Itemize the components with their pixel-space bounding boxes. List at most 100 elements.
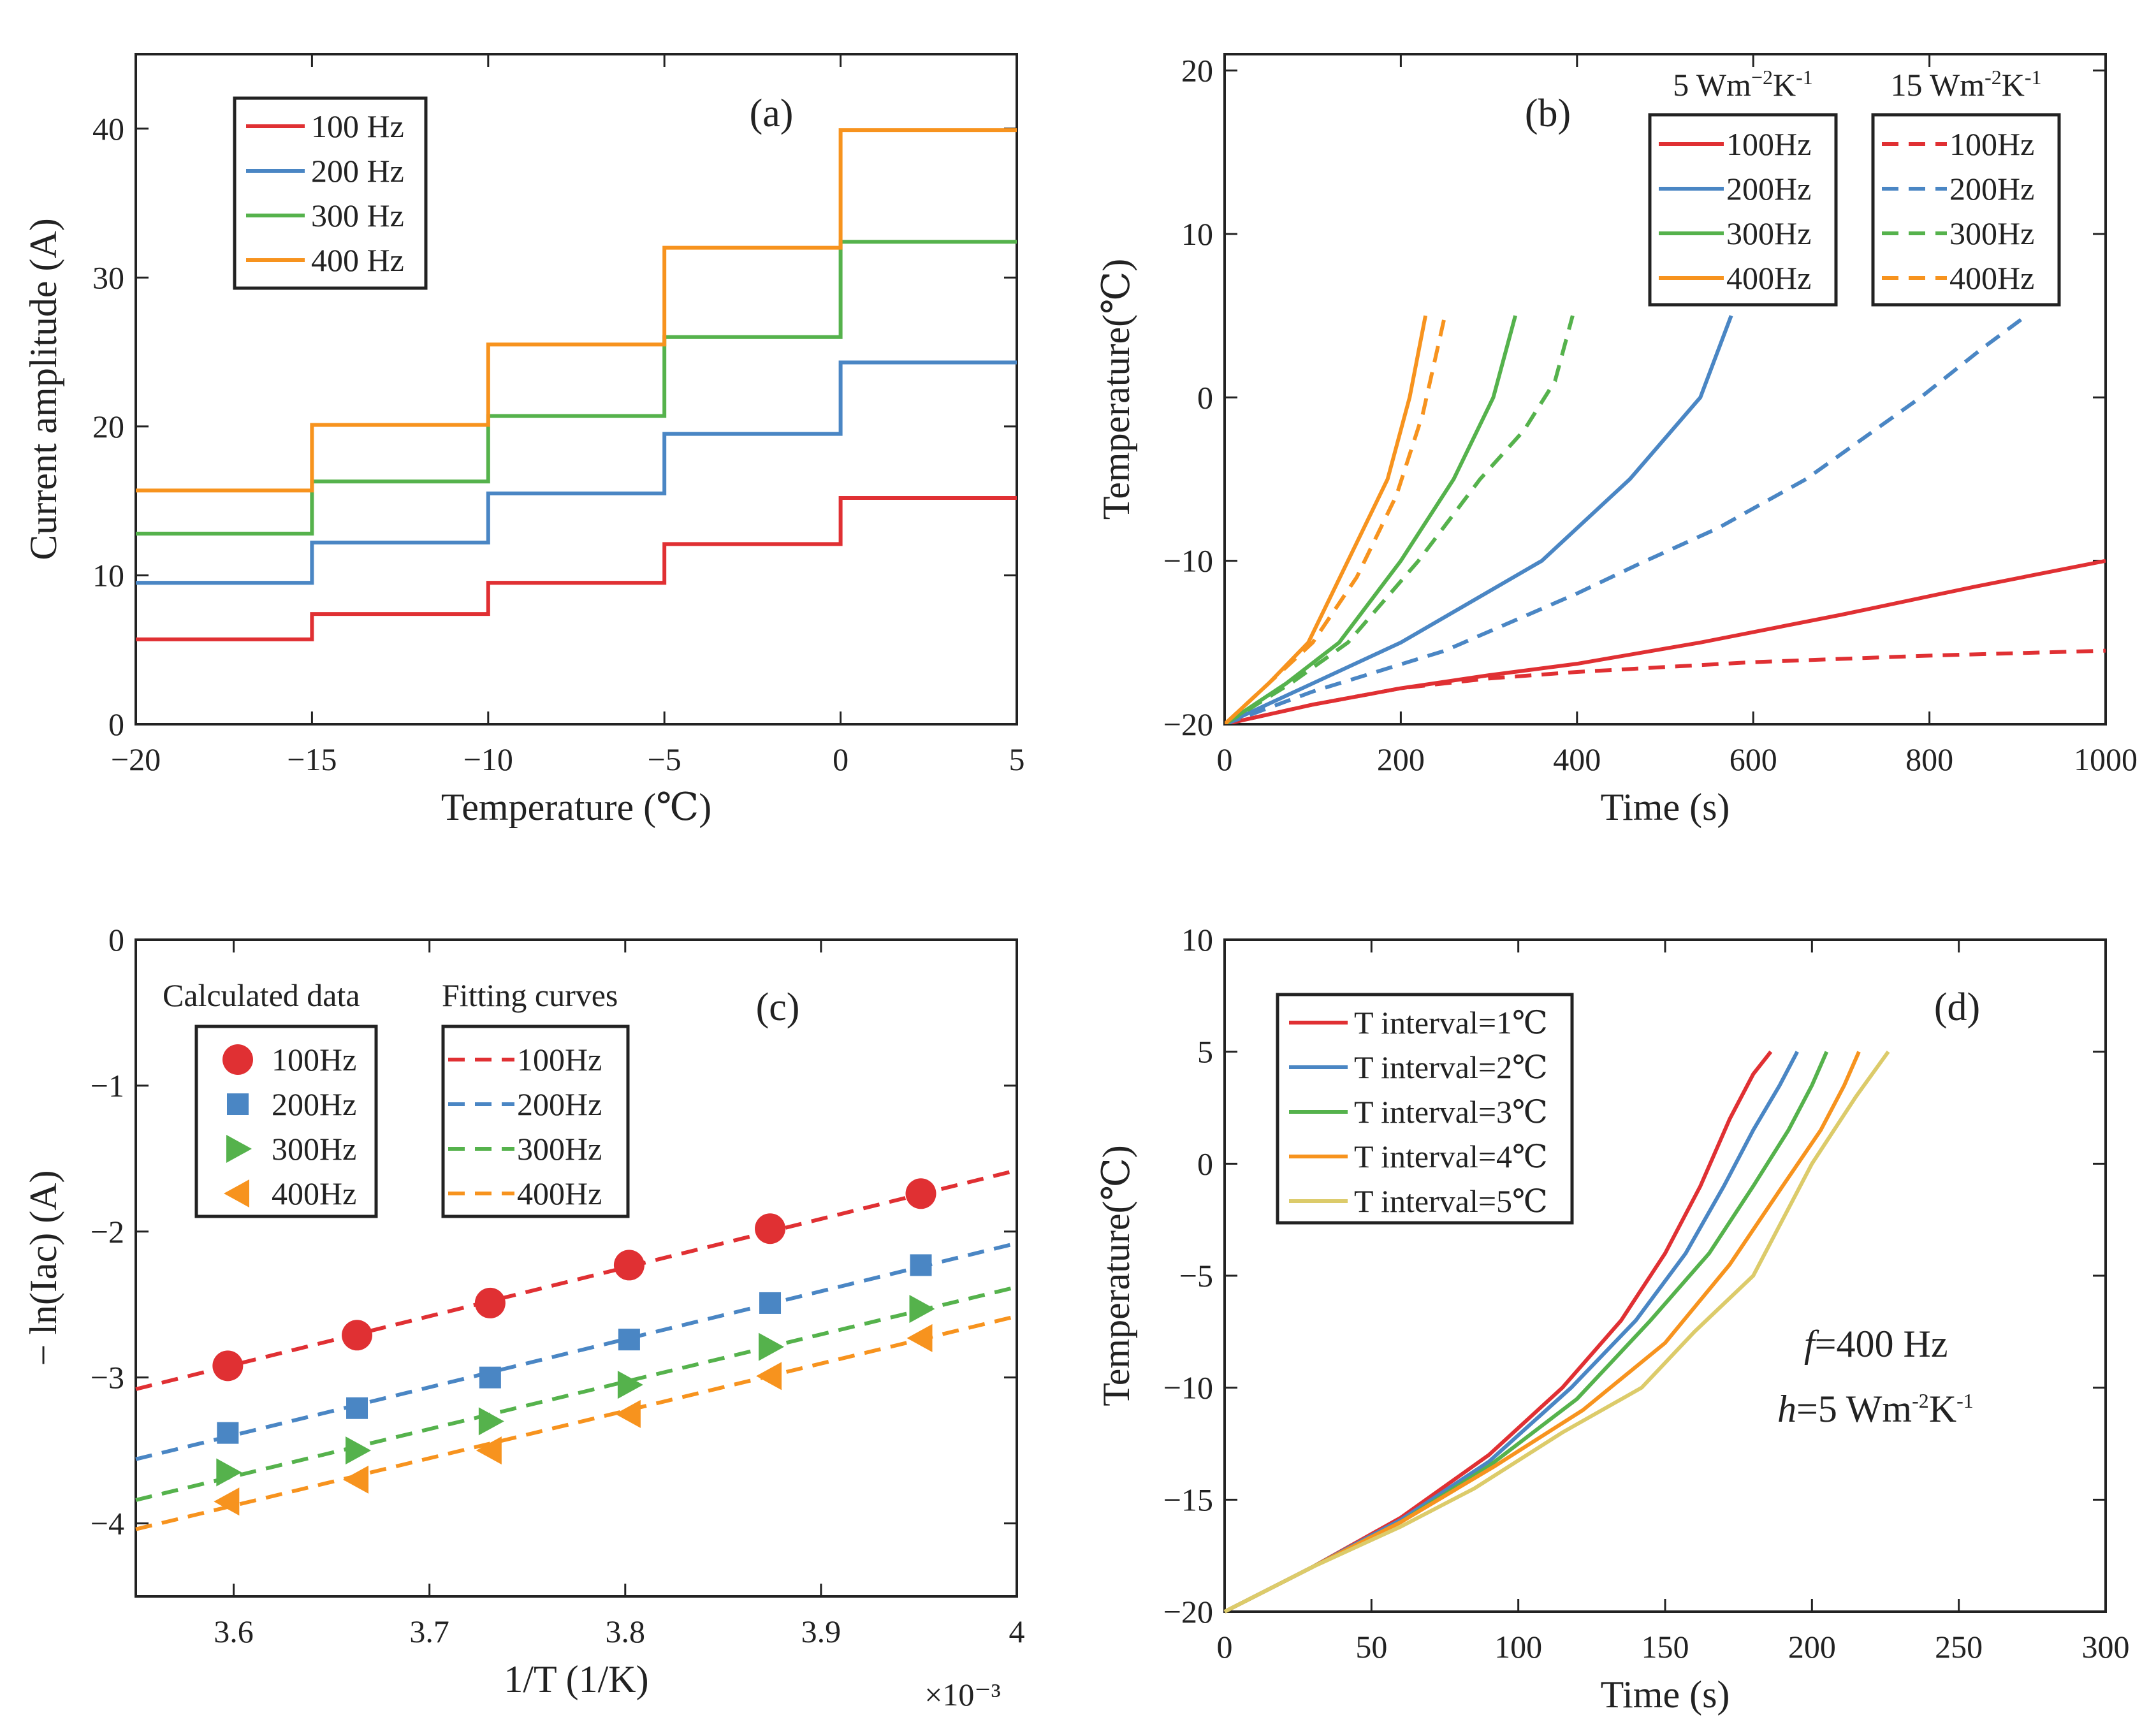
y-tick-label: −15 bbox=[1163, 1482, 1213, 1517]
y-tick-label: −20 bbox=[1163, 706, 1213, 742]
legend-label: 200Hz bbox=[272, 1086, 356, 1122]
data-point-400hz bbox=[214, 1487, 240, 1516]
y-tick-label: 20 bbox=[1181, 53, 1213, 89]
x-tick-label: 600 bbox=[1730, 741, 1777, 777]
data-point-300hz bbox=[759, 1332, 785, 1361]
x-axis-label: Time (s) bbox=[1601, 786, 1730, 828]
y-tick-label: 0 bbox=[1197, 1146, 1213, 1181]
annotation-frequency: f=400 Hz bbox=[1804, 1323, 1948, 1365]
legend-label: 400Hz bbox=[517, 1176, 602, 1211]
annotation-part: -2 bbox=[1912, 1389, 1929, 1412]
fit-line-300hz bbox=[135, 1285, 1017, 1502]
y-axis-label: − ln(Iac) (A) bbox=[22, 1170, 64, 1366]
legend-marker bbox=[226, 1135, 252, 1163]
y-tick-label: 20 bbox=[92, 409, 124, 444]
y-tick-label: −1 bbox=[91, 1068, 124, 1104]
y-tick-label: −10 bbox=[1163, 1370, 1213, 1406]
x-axis-label: Time (s) bbox=[1601, 1674, 1730, 1716]
legend-label: 200Hz bbox=[517, 1086, 602, 1122]
x-tick-label: −20 bbox=[111, 741, 161, 777]
legend-title-part: K bbox=[2002, 67, 2025, 103]
fit-line-200hz bbox=[135, 1241, 1017, 1461]
panel-label: (b) bbox=[1525, 92, 1571, 135]
y-axis-label: Current amplitude (A) bbox=[22, 218, 64, 560]
x-tick-label: 250 bbox=[1935, 1629, 1983, 1665]
series-line-400hz-solid bbox=[1225, 315, 1428, 724]
x-tick-label: 0 bbox=[1217, 1629, 1233, 1665]
y-tick-label: −4 bbox=[91, 1506, 124, 1542]
legend-title: 5 Wm−2K-1 bbox=[1673, 66, 1813, 103]
y-tick-label: −3 bbox=[91, 1360, 124, 1396]
y-tick-label: −10 bbox=[1163, 543, 1213, 579]
annotation-part: =5 Wm bbox=[1796, 1388, 1912, 1430]
series-line-interval-5 bbox=[1223, 1050, 1890, 1614]
legend-title: Calculated data bbox=[163, 977, 360, 1013]
x-tick-label: 3.8 bbox=[606, 1614, 646, 1649]
legend-label: 300Hz bbox=[1949, 215, 2034, 251]
legend-label: 200 Hz bbox=[311, 153, 404, 189]
y-tick-label: 5 bbox=[1197, 1034, 1213, 1070]
x-tick-label: 3.7 bbox=[409, 1614, 449, 1649]
legend-label: 100Hz bbox=[1949, 126, 2034, 162]
annotation-text: =400 Hz bbox=[1815, 1323, 1948, 1365]
data-point-400hz bbox=[615, 1399, 641, 1428]
legend-title-part: −2 bbox=[1751, 66, 1773, 89]
legend-box bbox=[1276, 993, 1574, 1225]
x-tick-label: 150 bbox=[1642, 1629, 1689, 1665]
panel-b: 0 200 400 600 800 1000 −20 −10 0 10 20 Time (s) Temp… bbox=[1095, 53, 2138, 828]
annotation-part: K bbox=[1929, 1388, 1956, 1430]
annotation-coefficient: h=5 Wm-2K-1 bbox=[1777, 1388, 1974, 1430]
y-tick-label: 0 bbox=[108, 706, 124, 742]
data-point-400hz bbox=[907, 1324, 933, 1352]
data-point-400hz bbox=[476, 1436, 502, 1465]
x-tick-label: 5 bbox=[1009, 741, 1025, 777]
x-axis-label: Temperature (℃) bbox=[441, 786, 711, 828]
annotation-part: -1 bbox=[1956, 1389, 1974, 1412]
legend-title-part: -1 bbox=[2025, 66, 2042, 89]
data-point-100hz bbox=[613, 1250, 645, 1281]
data-point-300hz bbox=[617, 1371, 643, 1399]
y-axis-label: Temperature(℃) bbox=[1095, 259, 1137, 520]
y-tick-label: 10 bbox=[1181, 922, 1213, 958]
legend-marker bbox=[224, 1179, 249, 1207]
data-point-300hz bbox=[346, 1436, 372, 1465]
legend-box bbox=[441, 1025, 630, 1218]
data-point-400hz bbox=[343, 1465, 369, 1494]
series-group bbox=[1225, 314, 2106, 724]
x-tick-label: 0 bbox=[1217, 741, 1233, 777]
data-point-300hz bbox=[216, 1458, 242, 1487]
legend-title-part: 5 Wm bbox=[1673, 67, 1751, 103]
legend-label: 100 Hz bbox=[311, 108, 404, 144]
y-tick-label: 10 bbox=[92, 557, 124, 593]
data-point-200hz bbox=[759, 1292, 782, 1314]
panel-c: 3.6 3.7 3.8 3.9 4 −4 −3 −2 −1 0 1/T (1/K) − ln(Iac)… bbox=[22, 922, 1025, 1712]
data-point-300hz bbox=[478, 1407, 504, 1436]
legend-label: 400Hz bbox=[1726, 260, 1811, 296]
series-line-300hz-solid bbox=[1225, 315, 1517, 724]
series-line-200hz bbox=[136, 360, 1017, 585]
y-tick-label: −2 bbox=[91, 1214, 124, 1250]
legend-label: 200Hz bbox=[1726, 171, 1811, 207]
x-axis-multiplier: ×10⁻³ bbox=[924, 1677, 1001, 1712]
legend-label: 200Hz bbox=[1949, 171, 2034, 207]
panel-label: (d) bbox=[1934, 986, 1980, 1029]
data-point-100hz bbox=[342, 1320, 373, 1351]
plot-frame bbox=[135, 938, 1018, 1598]
legend-label: 100Hz bbox=[272, 1042, 356, 1077]
legend-box bbox=[233, 96, 428, 290]
series-line-400hz bbox=[136, 128, 1017, 493]
legend-label: 400Hz bbox=[272, 1176, 356, 1211]
y-tick-label: 0 bbox=[108, 922, 124, 958]
legend-label: 400Hz bbox=[1949, 260, 2034, 296]
legend-title: Fitting curves bbox=[442, 977, 618, 1013]
panel-a: −20 −15 −10 −5 0 5 0 10 20 30 40 Temperature (℃) Cur… bbox=[22, 53, 1025, 828]
legend-box bbox=[1871, 113, 2061, 307]
data-point-200hz bbox=[346, 1397, 368, 1419]
data-point-100hz bbox=[474, 1287, 506, 1318]
data-point-300hz bbox=[909, 1295, 935, 1324]
legend-marker bbox=[227, 1093, 249, 1115]
x-tick-label: −5 bbox=[648, 741, 681, 777]
legend-title-part: -1 bbox=[1796, 66, 1813, 89]
legend-box bbox=[1648, 113, 1838, 307]
